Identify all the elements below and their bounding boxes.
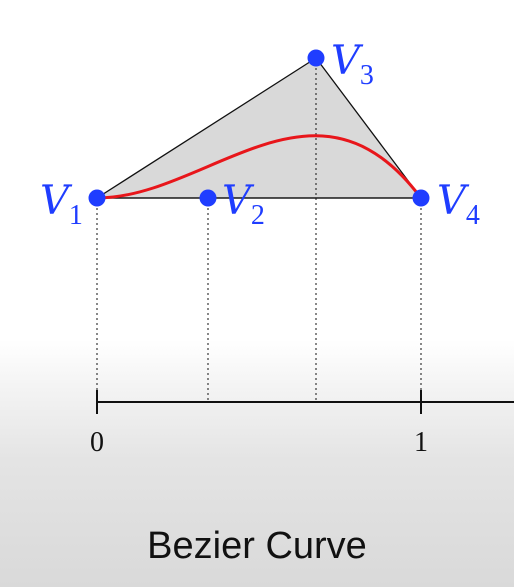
label-v1: V1 (40, 178, 83, 231)
label-v2: V2 (222, 178, 265, 231)
bezier-curve (95, 134, 423, 200)
tick-label-0: 0 (90, 427, 104, 458)
figure-caption: Bezier Curve (147, 525, 367, 567)
control-point-v3 (307, 49, 325, 67)
label-v4: V4 (437, 178, 480, 231)
control-point-v2 (199, 189, 217, 207)
control-point-v1 (88, 189, 106, 207)
label-v3: V3 (331, 38, 374, 91)
tick-label-1: 1 (414, 427, 428, 458)
control-point-v4 (412, 189, 430, 207)
